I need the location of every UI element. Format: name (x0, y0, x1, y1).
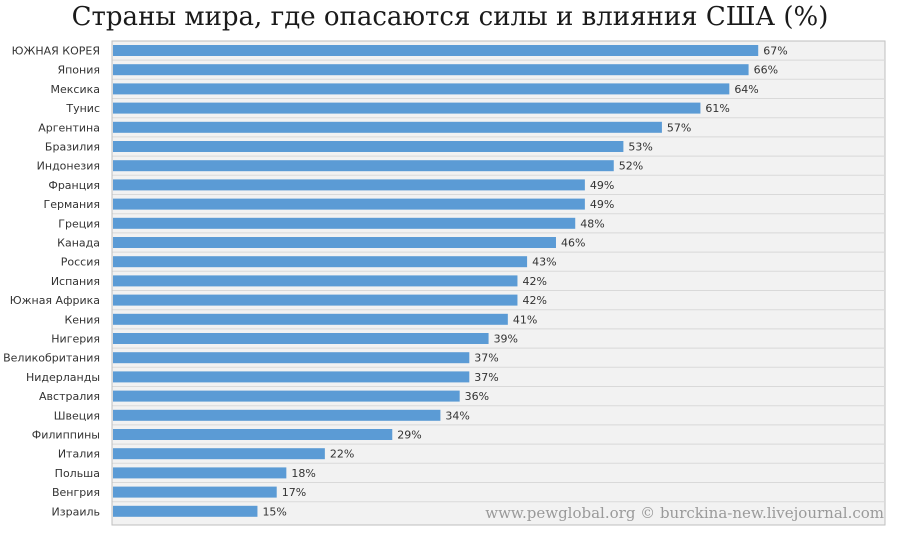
data-label: 17% (282, 486, 306, 499)
data-label: 36% (465, 390, 489, 403)
data-label: 42% (522, 294, 546, 307)
bar (113, 160, 614, 172)
bar (113, 486, 277, 498)
bar (113, 45, 759, 56)
bar (113, 333, 489, 344)
category-label: Польша (55, 467, 100, 480)
bars (113, 45, 759, 517)
bar (113, 448, 325, 460)
data-label: 37% (474, 352, 498, 365)
data-labels: 67% 66% 64% 61% 57% 53% 52% 49% 49% 48% 46% 43% 42% 4… (262, 45, 787, 519)
category-label: Германия (44, 198, 100, 211)
chart-title: Страны мира, где опасаются силы и влияни… (71, 2, 829, 32)
data-label: 39% (494, 333, 518, 346)
bar (113, 429, 393, 440)
bar (113, 390, 460, 402)
category-label: Кения (64, 313, 100, 326)
bar (113, 102, 701, 114)
bar (113, 121, 662, 133)
watermark: www.pewglobal.org © burckina-new.livejou… (485, 504, 884, 522)
category-label: Италия (58, 448, 100, 461)
category-label: Тунис (65, 102, 100, 115)
category-label: Франция (48, 179, 100, 192)
category-label: Индонезия (37, 160, 100, 173)
data-label: 53% (628, 141, 652, 154)
bar (113, 313, 508, 325)
category-label: Нигерия (51, 333, 100, 346)
bar (113, 179, 585, 191)
data-label: 37% (474, 371, 498, 384)
category-label: Великобритания (3, 352, 100, 365)
bar (113, 505, 258, 517)
category-label: Аргентина (38, 121, 100, 134)
data-label: 67% (763, 45, 787, 58)
bar (113, 198, 585, 210)
category-label: Россия (61, 256, 100, 269)
bar (113, 217, 576, 229)
category-label: Филиппины (32, 429, 100, 442)
category-labels: ЮЖНАЯ КОРЕЯ Япония Мексика Тунис Аргентина Бр… (3, 45, 100, 519)
grid-lines (112, 59, 885, 503)
bar (113, 237, 556, 248)
data-label: 34% (445, 409, 469, 422)
data-label: 61% (705, 102, 729, 115)
bar (113, 294, 518, 306)
data-label: 57% (667, 121, 691, 134)
data-label: 18% (291, 467, 315, 480)
bar (113, 256, 528, 268)
category-label: Венгрия (52, 486, 100, 499)
data-label: 49% (590, 179, 614, 192)
category-label: Греция (58, 217, 100, 230)
category-label: Япония (57, 64, 100, 77)
data-label: 48% (580, 217, 604, 230)
data-label: 15% (262, 505, 286, 518)
bar (113, 467, 287, 479)
category-label: Австралия (39, 390, 100, 403)
bar (113, 83, 730, 95)
data-label: 49% (590, 198, 614, 211)
bar (113, 352, 470, 364)
data-label: 46% (561, 237, 585, 250)
category-label: Швеция (54, 409, 100, 422)
data-label: 66% (754, 64, 778, 77)
category-label: Испания (51, 275, 100, 288)
data-label: 43% (532, 256, 556, 269)
bar (113, 141, 624, 152)
data-label: 41% (513, 313, 537, 326)
category-label: Канада (57, 237, 100, 250)
bar (113, 371, 470, 383)
data-label: 64% (734, 83, 758, 96)
category-label: Бразилия (45, 141, 100, 154)
category-label: Южная Африка (10, 294, 100, 307)
category-label: ЮЖНАЯ КОРЕЯ (12, 45, 100, 58)
bar (113, 64, 749, 76)
data-label: 22% (330, 448, 354, 461)
category-label: Израиль (52, 505, 100, 518)
data-label: 42% (522, 275, 546, 288)
bar (113, 275, 518, 287)
bar (113, 409, 441, 421)
data-label: 29% (397, 429, 421, 442)
category-label: Мексика (51, 83, 100, 96)
category-label: Нидерланды (26, 371, 100, 384)
data-label: 52% (619, 160, 643, 173)
